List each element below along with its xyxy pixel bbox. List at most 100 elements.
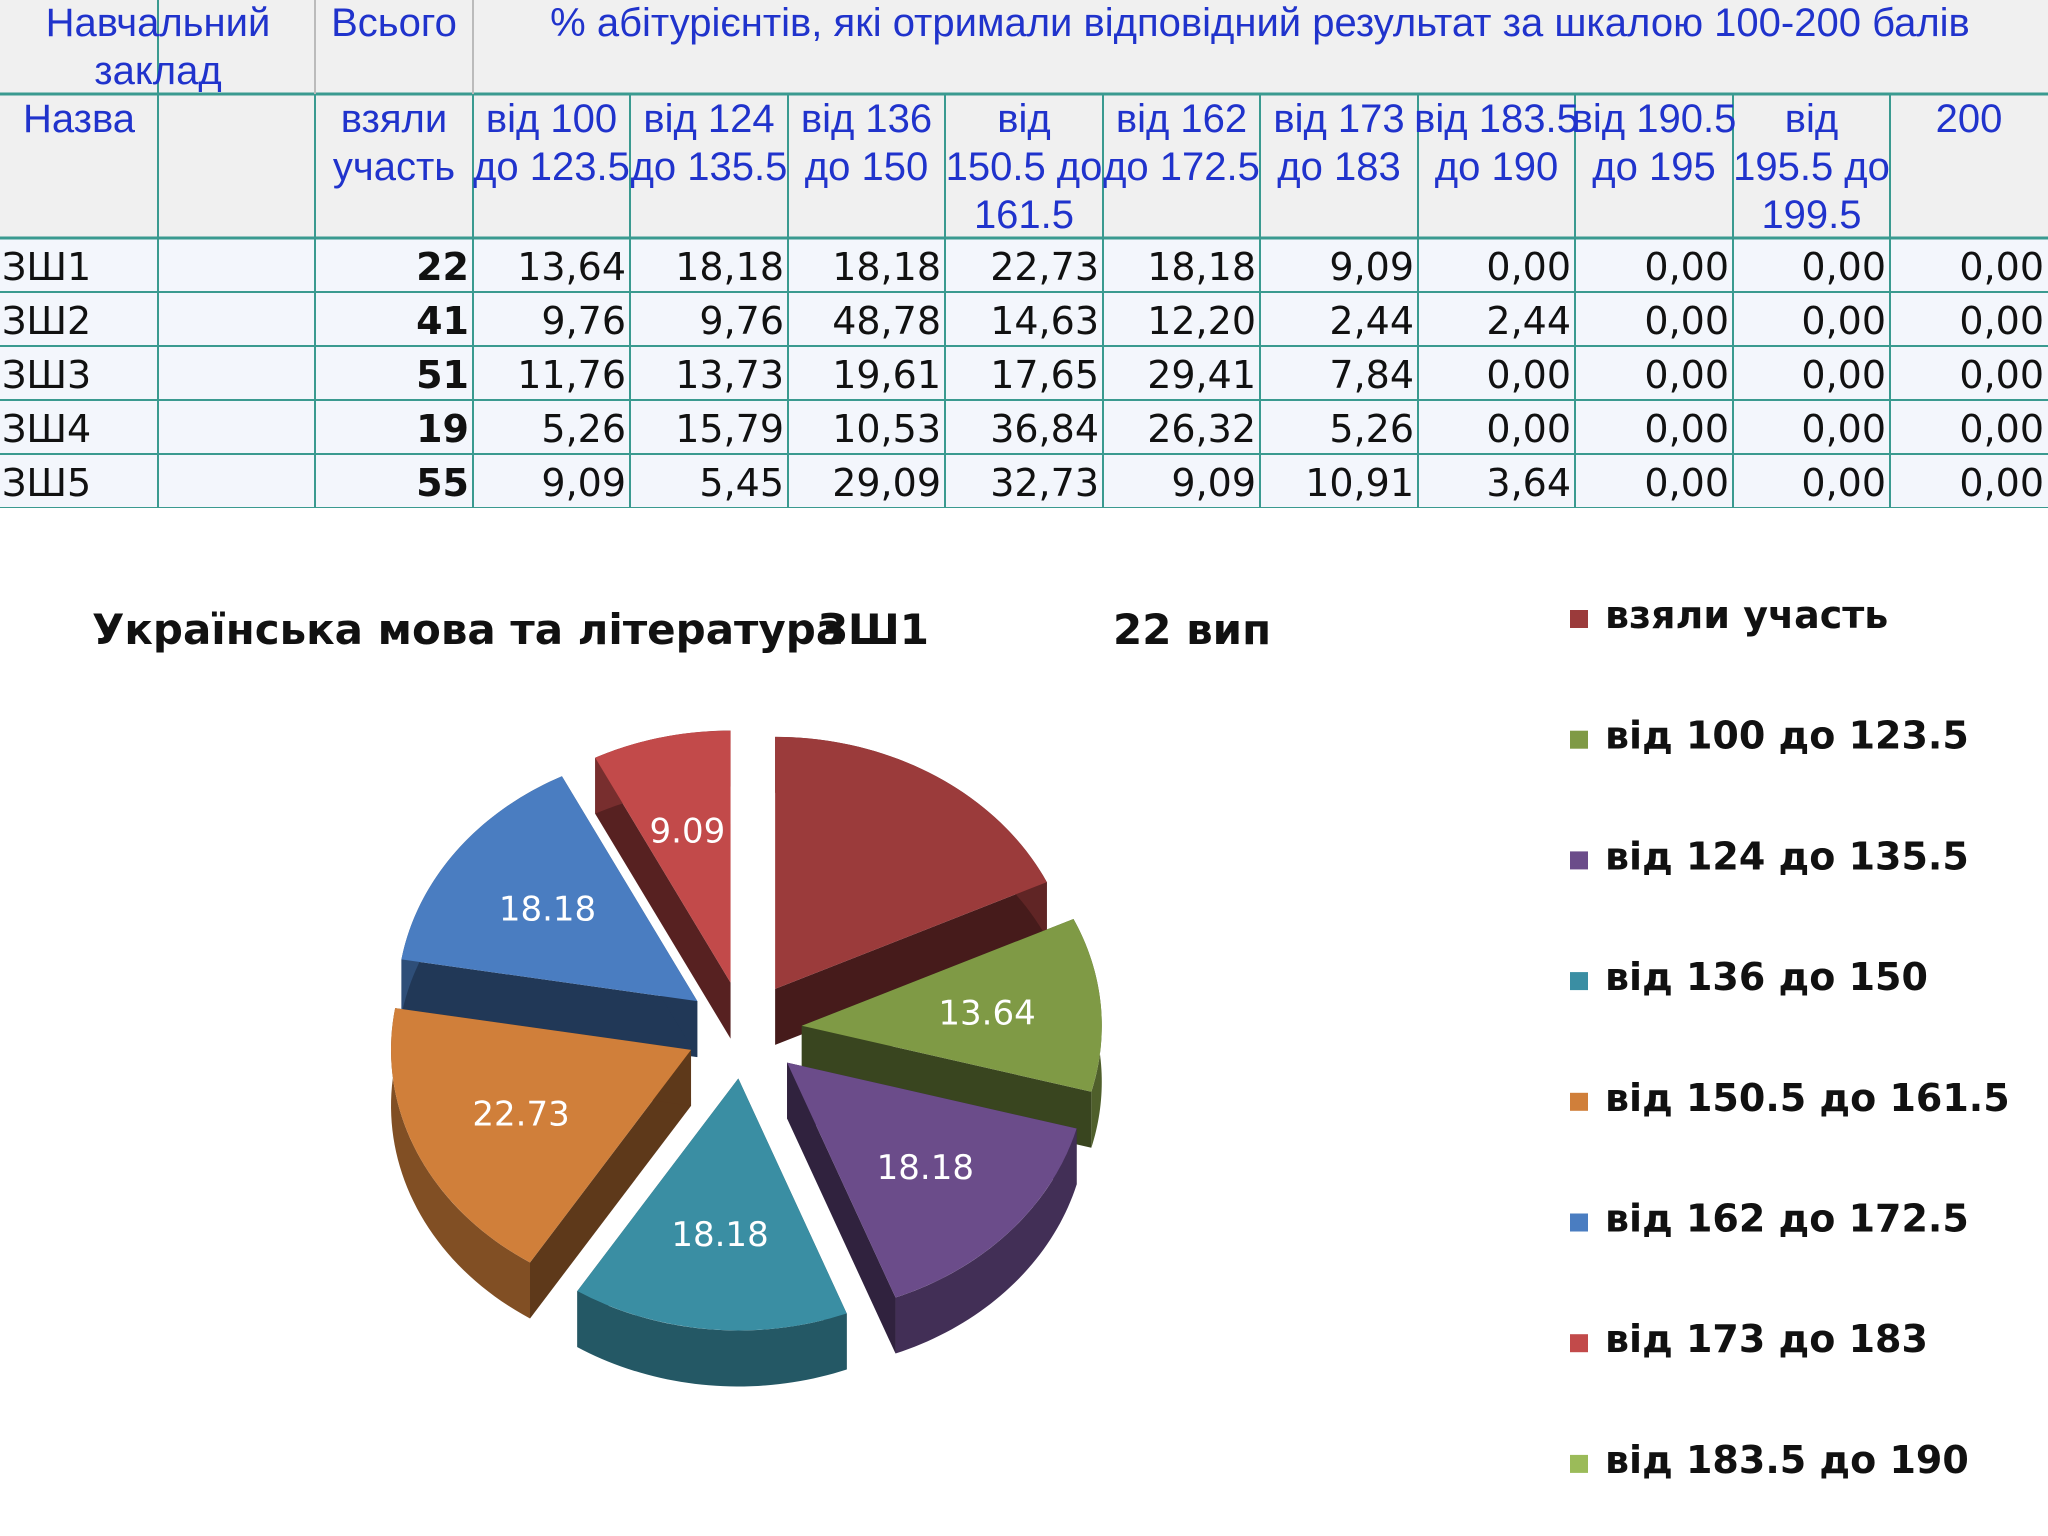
row-value: 0,00 (1644, 245, 1729, 289)
row-total: 19 (416, 407, 469, 451)
header-range-6: до 183 (1277, 145, 1400, 189)
row-value: 13,64 (517, 245, 626, 289)
row-value: 12,20 (1147, 299, 1256, 343)
row-value: 15,79 (675, 407, 784, 451)
row-value: 14,63 (990, 299, 1099, 343)
row-value: 10,91 (1305, 461, 1414, 505)
legend-label: від 150.5 до 161.5 (1605, 1076, 2010, 1120)
header-percent-caption: % абітурієнтів, які отримали відповідний… (550, 1, 1970, 45)
header-range-8: від 190.5 (1572, 97, 1737, 141)
legend-label: від 162 до 172.5 (1605, 1197, 1969, 1241)
legend: взяли участь від 100 до 123.5 від 124 до 1… (1570, 593, 2010, 1482)
pie-slice-rim (577, 1291, 847, 1387)
pie-slice-wall (530, 1049, 692, 1319)
header-range-6: від 173 (1273, 97, 1404, 141)
pie-slice: 22.73 (391, 1008, 692, 1319)
row-name: ЗШ4 (2, 407, 91, 451)
header-range-2: від 124 (643, 97, 774, 141)
row-value: 10,53 (832, 407, 941, 451)
body-band (0, 238, 2048, 508)
row-value: 2,44 (1486, 299, 1571, 343)
table-row: ЗШ1 22 13,64 18,18 18,18 22,73 18,18 9,09 0,00 0,… (2, 245, 2044, 289)
row-value: 0,00 (1801, 407, 1886, 451)
row-value: 0,00 (1486, 245, 1571, 289)
legend-swatch (1570, 1334, 1588, 1353)
pie-slice-top (401, 776, 698, 1002)
row-value: 0,00 (1959, 461, 2044, 505)
row-value: 3,64 (1486, 461, 1571, 505)
row-value: 9,09 (1171, 461, 1256, 505)
row-value: 9,76 (699, 299, 784, 343)
row-name: ЗШ2 (2, 299, 91, 343)
legend-item: взяли участь (1570, 593, 1888, 637)
pie-slice: 18.18 (401, 776, 698, 1058)
legend-swatch (1570, 1213, 1588, 1232)
header-range-8: до 195 (1592, 145, 1715, 189)
pie-slice-label: 22.73 (472, 1094, 569, 1134)
row-value: 0,00 (1801, 461, 1886, 505)
legend-label: від 173 до 183 (1605, 1317, 1928, 1361)
row-value: 0,00 (1486, 407, 1571, 451)
pie-slice-label: 9.09 (650, 812, 726, 852)
header-range-3: до 150 (805, 145, 928, 189)
header-band-top (0, 0, 2048, 94)
row-value: 0,00 (1801, 245, 1886, 289)
pie-slice-label: 18.18 (671, 1215, 768, 1255)
header-took-part-line1: взяли (341, 97, 447, 141)
row-total: 41 (416, 299, 469, 343)
header-range-9: 195.5 до (1733, 145, 1890, 189)
row-value: 9,09 (541, 461, 626, 505)
header-range-4: 150.5 до (946, 145, 1103, 189)
legend-swatch (1570, 972, 1588, 991)
row-value: 0,00 (1644, 353, 1729, 397)
row-value: 48,78 (832, 299, 941, 343)
header-range-1: до 123.5 (473, 145, 630, 189)
pie-chart: Українська мова та література ЗШ1 22 вип… (92, 593, 2010, 1482)
header-range-2: до 135.5 (631, 145, 788, 189)
header-range-3: від 136 (801, 97, 932, 141)
header-range-7: від 183.5 (1414, 97, 1579, 141)
row-value: 18,18 (675, 245, 784, 289)
header-range-10: 200 (1936, 97, 2003, 141)
row-value: 0,00 (1959, 245, 2044, 289)
table-body: ЗШ1 22 13,64 18,18 18,18 22,73 18,18 9,09 0,00 0,… (2, 245, 2044, 505)
header-range-9: від (1785, 97, 1838, 141)
pie-slice-wall (401, 959, 698, 1058)
chart-title-count: 22 вип (1113, 605, 1271, 654)
legend-swatch (1570, 1092, 1588, 1111)
header-range-1: від 100 (486, 97, 617, 141)
row-value: 36,84 (990, 407, 1099, 451)
pie-slice-rim (895, 1128, 1077, 1354)
row-value: 5,26 (1329, 407, 1414, 451)
pie-slice-top (595, 730, 731, 983)
pie-slice-top (787, 1062, 1077, 1298)
row-value: 13,73 (675, 353, 784, 397)
header-institution-line2: заклад (94, 49, 221, 93)
row-value: 9,76 (541, 299, 626, 343)
row-value: 0,00 (1801, 299, 1886, 343)
row-value: 29,41 (1147, 353, 1256, 397)
chart-title-school: ЗШ1 (818, 605, 929, 654)
pie-slice-wall (775, 882, 1047, 1045)
row-total: 55 (416, 461, 469, 505)
header-institution-line1: Навчальний (46, 1, 271, 45)
legend-swatch (1570, 730, 1588, 749)
legend-item: від 100 до 123.5 (1570, 714, 1969, 758)
legend-label: від 100 до 123.5 (1605, 714, 1969, 758)
pie-slice-rim (391, 1008, 531, 1319)
header-range-4: 161.5 (974, 193, 1074, 237)
header-took-part-line2: участь (333, 145, 455, 189)
header-range-5: від 162 (1116, 97, 1247, 141)
row-value: 0,00 (1959, 407, 2044, 451)
pie-slices: 9.09 18.18 13.64 22.73 18.18 18.18 (391, 730, 1102, 1387)
row-value: 5,26 (541, 407, 626, 451)
legend-swatch (1570, 610, 1588, 628)
row-value: 0,00 (1959, 353, 2044, 397)
row-value: 0,00 (1644, 407, 1729, 451)
header-name: Назва (23, 97, 136, 141)
row-value: 0,00 (1644, 461, 1729, 505)
row-value: 29,09 (832, 461, 941, 505)
row-total: 51 (416, 353, 469, 397)
